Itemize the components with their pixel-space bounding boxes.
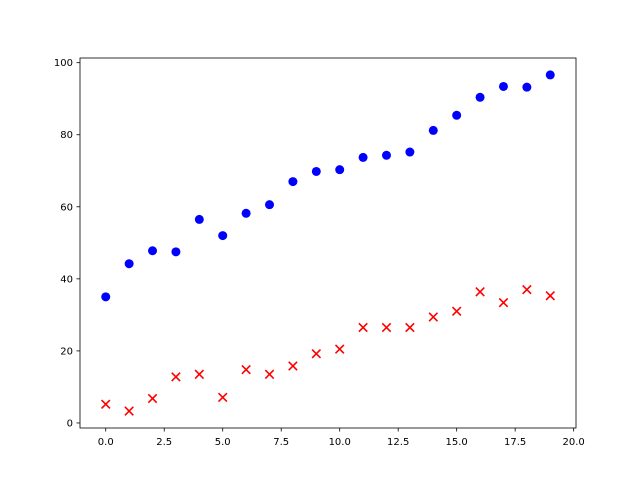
point — [475, 92, 485, 102]
x-tick-label: 2.5 — [156, 437, 172, 448]
point — [522, 82, 532, 92]
point — [288, 361, 298, 371]
x-tick-label: 7.5 — [273, 437, 289, 448]
point — [124, 259, 134, 269]
x-tick-label: 15.0 — [446, 437, 468, 448]
point — [428, 312, 439, 322]
point — [405, 322, 415, 333]
y-tick-label: 60 — [60, 202, 73, 213]
point — [475, 287, 485, 297]
point — [358, 152, 368, 162]
point — [335, 165, 345, 175]
point — [381, 322, 392, 333]
point — [288, 177, 298, 187]
point — [311, 166, 321, 176]
point — [147, 393, 158, 404]
point — [218, 231, 228, 241]
point — [428, 125, 438, 135]
x-tick-label: 0.0 — [98, 437, 114, 448]
point — [545, 70, 555, 80]
x-tick-label: 20.0 — [563, 437, 585, 448]
point — [381, 150, 391, 160]
point — [498, 297, 509, 308]
point — [148, 246, 158, 256]
point — [264, 369, 275, 380]
y-tick-label: 100 — [54, 58, 73, 69]
point — [522, 284, 532, 295]
point — [100, 399, 111, 409]
x-tick-label: 12.5 — [387, 437, 409, 448]
x-tick-label: 10.0 — [329, 437, 351, 448]
y-tick-label: 80 — [60, 130, 73, 141]
point — [358, 322, 368, 333]
point — [265, 200, 275, 210]
point — [452, 110, 462, 120]
point — [194, 214, 204, 224]
point — [451, 306, 462, 317]
point — [171, 372, 181, 382]
point — [241, 208, 251, 218]
point — [217, 392, 228, 403]
x-tick-label: 17.5 — [504, 437, 526, 448]
y-tick-label: 40 — [60, 274, 73, 285]
point — [545, 291, 556, 301]
point — [241, 364, 251, 375]
point — [171, 247, 181, 257]
point — [194, 369, 205, 380]
point — [124, 406, 134, 416]
point — [311, 349, 322, 359]
y-tick-label: 0 — [67, 418, 73, 429]
point — [334, 344, 345, 354]
point — [101, 292, 111, 302]
point — [405, 147, 415, 157]
point — [498, 81, 508, 91]
x-tick-label: 5.0 — [215, 437, 231, 448]
y-tick-label: 20 — [60, 346, 73, 357]
plot-frame — [79, 57, 577, 429]
